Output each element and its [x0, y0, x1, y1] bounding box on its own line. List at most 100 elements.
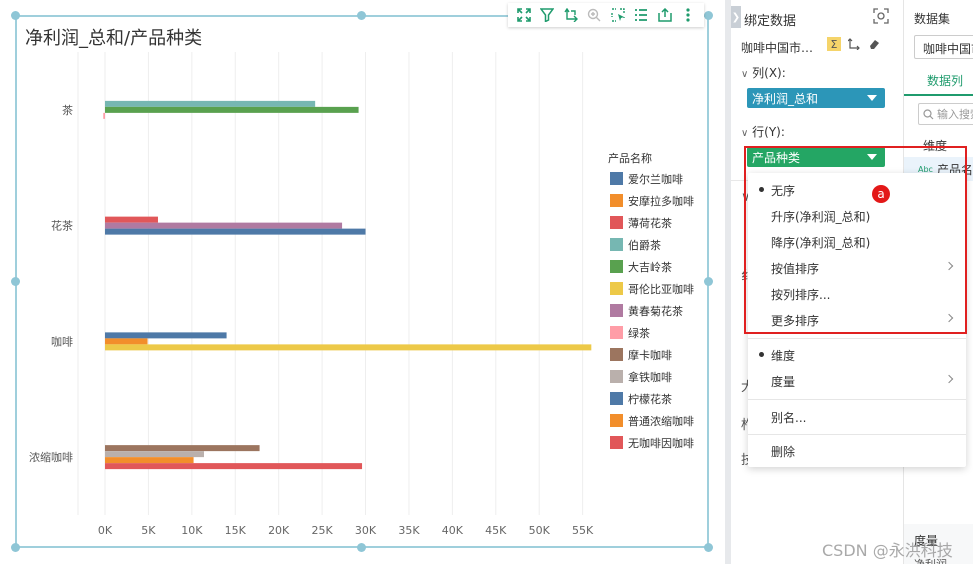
bar-大吉岭茶 [105, 106, 359, 113]
x-tick-label: 5K [141, 524, 156, 537]
legend-title: 产品名称 [608, 151, 652, 165]
x-tick-label: 15K [225, 524, 247, 537]
measure-item[interactable]: 净利润 [914, 556, 947, 564]
more-icon[interactable] [680, 7, 696, 23]
chevron-down-icon[interactable]: ∨ [741, 69, 749, 80]
menu-item-dimension[interactable]: 维度 [748, 342, 966, 368]
menu-item-no-sort[interactable]: 无序 [748, 177, 966, 203]
x-tick-label: 20K [268, 524, 290, 537]
legend-swatch [610, 326, 623, 339]
x-tick-label: 50K [529, 524, 551, 537]
bar-薄荷花茶 [105, 216, 158, 223]
legend-swatch [610, 216, 623, 229]
annotation-marker: a [872, 185, 890, 203]
binding-title: 绑定数据 [744, 14, 797, 29]
fullscreen-icon[interactable] [873, 8, 889, 27]
resize-handle-mr[interactable] [704, 277, 713, 286]
menu-item-more-sort[interactable]: 更多排序 [748, 307, 966, 333]
list-icon[interactable] [633, 7, 649, 23]
annotation-highlight-box [744, 146, 967, 334]
legend-label: 薄荷花茶 [628, 216, 672, 230]
resize-handle-br[interactable] [704, 543, 713, 552]
resize-handle-bl[interactable] [11, 543, 20, 552]
drill-icon[interactable] [563, 7, 579, 23]
legend-label: 安摩拉多咖啡 [628, 194, 694, 208]
menu-item-sort-desc[interactable]: 降序(净利润_总和) [771, 235, 871, 250]
menu-item-sort-asc[interactable]: 升序(净利润_总和) [771, 209, 871, 224]
legend-label: 绿茶 [628, 326, 650, 340]
axis-icon[interactable] [847, 37, 861, 51]
legend-swatch [610, 238, 623, 251]
resize-handle-ml[interactable] [11, 277, 20, 286]
legend-label: 无咖啡因咖啡 [628, 436, 694, 450]
legend-label: 哥伦比亚咖啡 [628, 282, 694, 296]
legend-label: 爱尔兰咖啡 [628, 172, 683, 186]
menu-item-sort-by-value[interactable]: 按值排序 [748, 255, 966, 281]
legend-swatch [610, 414, 623, 427]
legend-label: 普通浓缩咖啡 [628, 414, 694, 428]
legend-label: 伯爵茶 [628, 238, 661, 252]
legend-swatch [610, 436, 623, 449]
expand-icon[interactable] [516, 7, 532, 23]
selected-dot-icon [759, 352, 764, 357]
menu-separator [748, 399, 966, 400]
y-tick-label: 花茶 [51, 220, 73, 233]
menu-item-sort-by-column[interactable]: 按列排序... [771, 287, 831, 302]
collapse-arrow-icon[interactable]: ❯ [731, 6, 741, 28]
chart-toolbar [508, 3, 704, 27]
measure-section [904, 524, 973, 564]
column-section-label: ∨ 列(X): [741, 66, 786, 80]
tab-data-columns[interactable]: 数据列 [927, 74, 964, 88]
menu-separator [748, 338, 966, 339]
sum-icon[interactable]: Σ [827, 37, 841, 51]
legend-swatch [610, 304, 623, 317]
row-section-label: ∨ 行(Y): [741, 125, 785, 139]
menu-item-delete[interactable]: 删除 [771, 444, 796, 459]
search-icon [923, 108, 934, 119]
x-tick-label: 0K [98, 524, 113, 537]
resize-handle-bm[interactable] [357, 543, 366, 552]
row-field-pill[interactable]: 产品种类 [747, 147, 885, 167]
resize-handle-tr[interactable] [704, 11, 713, 20]
bar-黄春菊花茶 [105, 222, 343, 229]
menu-item-measure[interactable]: 度量 [748, 368, 966, 394]
x-tick-label: 35K [398, 524, 420, 537]
legend-swatch [610, 392, 623, 405]
bar-摩卡咖啡 [105, 445, 260, 452]
caret-down-icon[interactable] [867, 95, 877, 101]
dataset-name: 咖啡中国市… [741, 41, 814, 55]
text-type-icon: Abc [918, 164, 933, 174]
x-tick-label: 25K [311, 524, 333, 537]
resize-handle-tl[interactable] [11, 11, 20, 20]
legend-swatch [610, 348, 623, 361]
legend-label: 黄春菊花茶 [628, 304, 683, 318]
caret-down-icon[interactable] [867, 154, 877, 160]
y-tick-label: 茶 [62, 104, 73, 117]
dataset-panel-title: 数据集 [914, 12, 951, 26]
legend-swatch [610, 260, 623, 273]
menu-item-alias[interactable]: 别名... [771, 410, 807, 425]
chart-panel: 净利润_总和/产品种类 [11, 3, 713, 552]
menu-separator [748, 434, 966, 435]
bar-拿铁咖啡 [105, 451, 204, 458]
select-icon[interactable] [610, 7, 626, 23]
zoom-icon[interactable] [586, 7, 602, 23]
bar-绿茶 [103, 112, 105, 119]
x-tick-label: 45K [485, 524, 507, 537]
panel-splitter[interactable] [725, 0, 731, 564]
dataset-select[interactable]: 咖啡中国市场 [914, 35, 973, 59]
legend-label: 柠檬花茶 [628, 392, 672, 406]
resize-handle-tm[interactable] [357, 11, 366, 20]
eraser-icon[interactable] [867, 37, 881, 51]
filter-icon[interactable] [539, 7, 555, 23]
bar-无咖啡因咖啡 [105, 463, 363, 470]
legend-label: 拿铁咖啡 [628, 370, 672, 384]
bar-哥伦比亚咖啡 [105, 344, 592, 351]
x-tick-label: 10K [181, 524, 203, 537]
bar-伯爵茶 [105, 100, 316, 107]
chevron-down-icon[interactable]: ∨ [741, 128, 749, 139]
search-input[interactable]: 输入搜索 [918, 103, 973, 125]
column-field-pill[interactable]: 净利润_总和 [747, 88, 885, 108]
export-icon[interactable] [657, 7, 673, 23]
